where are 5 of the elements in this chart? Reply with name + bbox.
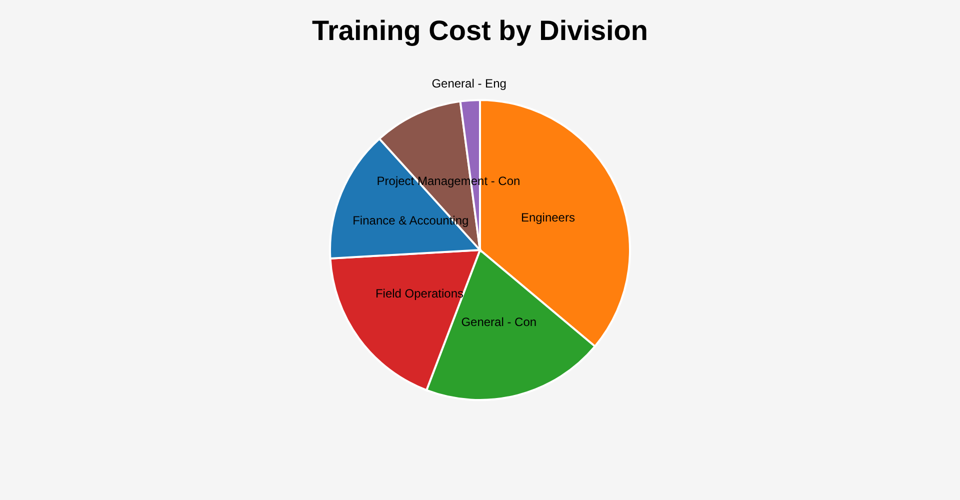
- slice-label: General - Con: [461, 314, 537, 329]
- slice-label: Engineers: [520, 210, 575, 224]
- slice-label: General - Eng: [432, 76, 506, 91]
- chart-title: Training Cost by Division: [312, 15, 648, 46]
- slice-label: Field Operations: [375, 286, 464, 300]
